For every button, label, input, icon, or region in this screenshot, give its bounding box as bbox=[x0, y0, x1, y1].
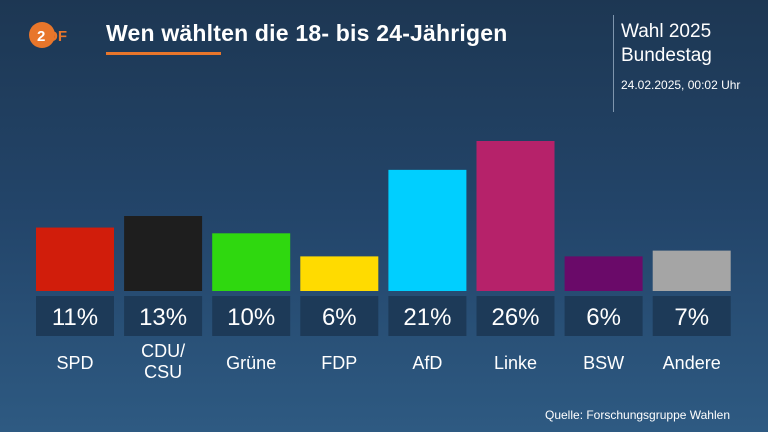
value-label: 11% bbox=[52, 304, 98, 331]
value-label: 10% bbox=[227, 304, 275, 331]
bar bbox=[652, 250, 731, 291]
zdf-logo: 2 DF bbox=[29, 22, 67, 48]
bar bbox=[212, 233, 291, 291]
value-label: 6% bbox=[322, 304, 357, 331]
value-label-box bbox=[564, 296, 643, 336]
value-label-box bbox=[124, 296, 203, 336]
bar bbox=[124, 216, 203, 291]
bar bbox=[36, 227, 114, 291]
timestamp: 24.02.2025, 00:02 Uhr bbox=[621, 78, 741, 92]
category-label: CDU/CSU bbox=[141, 341, 185, 382]
title-underline bbox=[106, 52, 221, 55]
value-label: 7% bbox=[674, 304, 709, 331]
value-label-box bbox=[476, 296, 555, 336]
chart-title: Wen wählten die 18- bis 24-Jährigen bbox=[106, 20, 508, 46]
source-note: Quelle: Forschungsgruppe Wahlen bbox=[545, 408, 730, 422]
bar bbox=[476, 141, 555, 291]
category-label: BSW bbox=[583, 353, 624, 373]
value-label-box bbox=[300, 296, 379, 336]
category-label: Andere bbox=[663, 353, 721, 373]
value-label: 26% bbox=[491, 304, 539, 331]
svg-text:DF: DF bbox=[47, 28, 67, 45]
divider bbox=[613, 15, 614, 112]
election-info: Wahl 2025 Bundestag bbox=[621, 20, 712, 68]
category-label: Grüne bbox=[226, 353, 276, 373]
category-label: Linke bbox=[494, 353, 537, 373]
value-label-box bbox=[652, 296, 731, 336]
value-label-box bbox=[36, 296, 114, 336]
election-name: Wahl 2025 bbox=[621, 21, 712, 42]
value-label: 13% bbox=[139, 304, 187, 331]
bar bbox=[564, 256, 643, 291]
election-body: Bundestag bbox=[621, 45, 712, 66]
svg-text:2: 2 bbox=[37, 28, 45, 45]
value-label-box bbox=[212, 296, 291, 336]
value-label-box bbox=[388, 296, 467, 336]
bar bbox=[388, 169, 467, 291]
category-label: FDP bbox=[321, 353, 357, 373]
category-label: SPD bbox=[56, 353, 93, 373]
value-label: 21% bbox=[403, 304, 451, 331]
category-label: AfD bbox=[412, 353, 442, 373]
value-label: 6% bbox=[586, 304, 621, 331]
bar bbox=[300, 256, 379, 291]
